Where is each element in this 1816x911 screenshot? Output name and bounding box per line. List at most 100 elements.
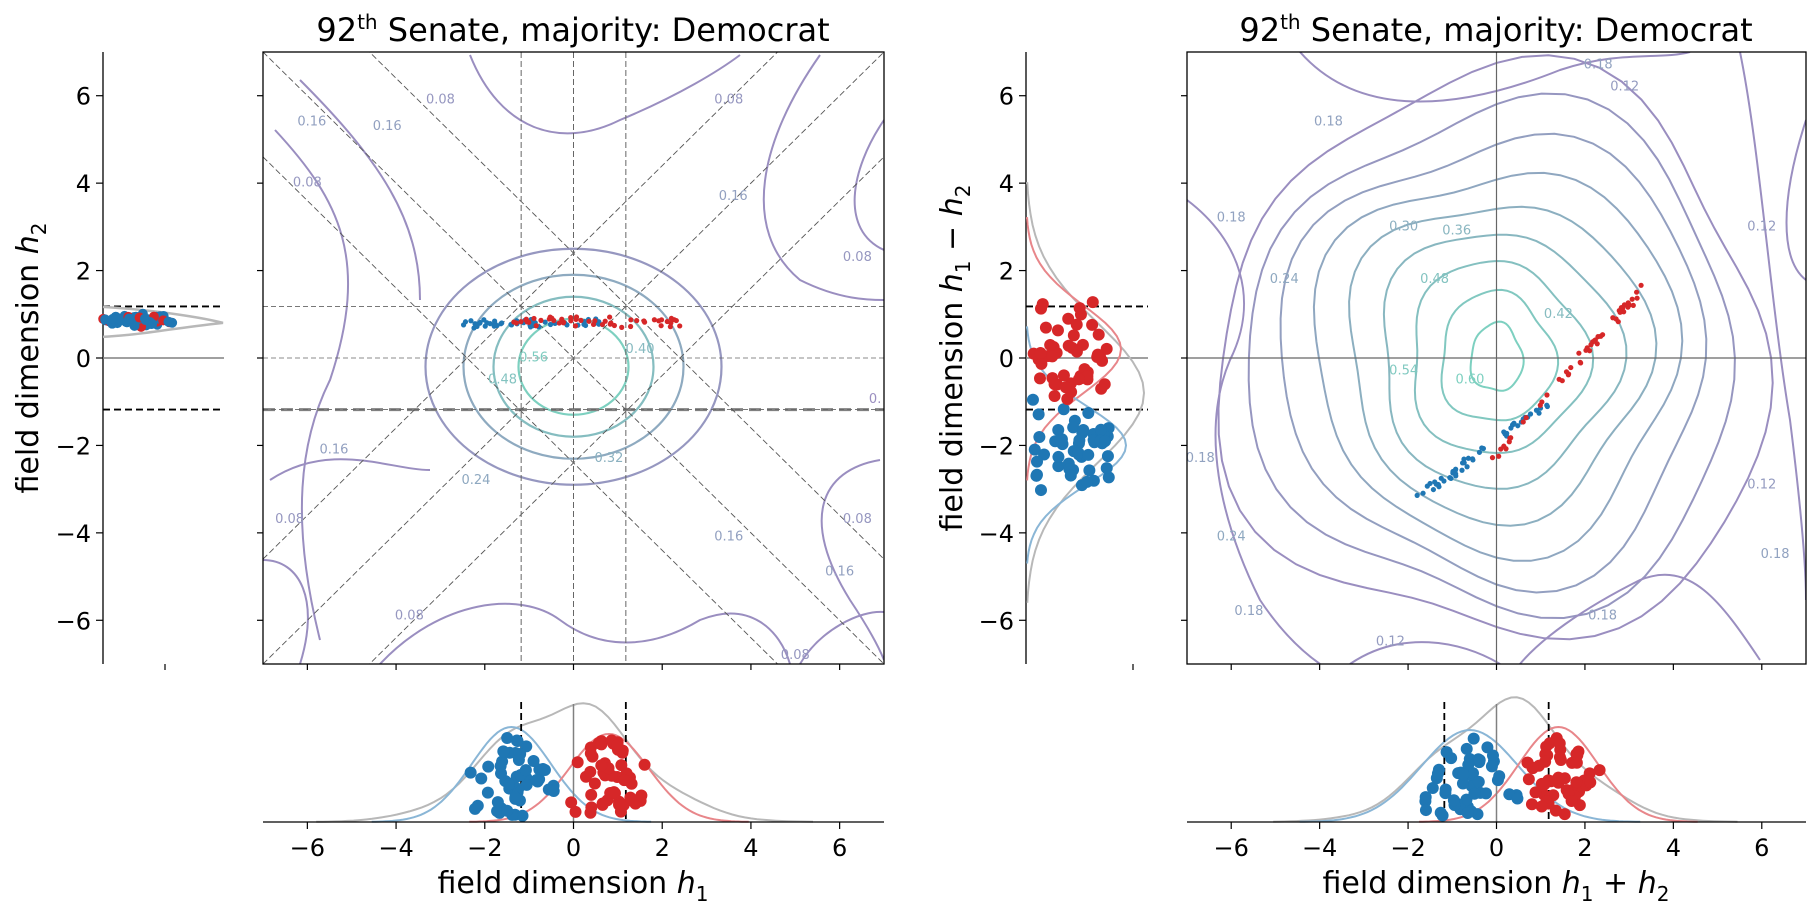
republican-point: [1095, 382, 1108, 395]
republican-point: [651, 317, 657, 323]
republican-point: [599, 321, 606, 328]
contour-label: 0.54: [1389, 364, 1418, 379]
republican-point: [1625, 304, 1631, 310]
republican-point: [1553, 737, 1566, 750]
republican-point: [1062, 312, 1075, 325]
democrat-point: [1427, 480, 1433, 487]
democrat-point: [1419, 804, 1432, 817]
republican-point: [1559, 378, 1565, 384]
republican-point: [1044, 339, 1057, 352]
contour-label: 0.18: [1186, 451, 1215, 466]
democrat-point: [1431, 767, 1444, 780]
contour-label: 0.08: [426, 93, 455, 108]
republican-point: [1048, 389, 1061, 402]
y-tick-label: −4: [56, 520, 91, 548]
contour-level-line: [469, 54, 741, 135]
democrat-point: [1030, 469, 1043, 482]
left-panel-title: 92th Senate, majority: Democrat: [316, 10, 829, 49]
democrat-point: [1077, 423, 1090, 436]
democrat-density-curve: [1299, 728, 1641, 823]
republican-point: [1554, 753, 1567, 766]
republican-point: [1503, 446, 1509, 452]
republican-point: [584, 806, 597, 819]
contour-label: 0.40: [626, 342, 655, 357]
y-tick-label: −2: [56, 432, 91, 460]
democrat-point: [1457, 768, 1470, 781]
democrat-point: [1480, 787, 1493, 800]
republican-point: [1033, 372, 1046, 385]
contour-label: 0.08: [275, 512, 304, 527]
x-tick-label: −4: [378, 834, 413, 862]
democrat-point: [464, 766, 477, 779]
republican-point: [1067, 329, 1080, 342]
republican-point: [1092, 328, 1105, 341]
y-tick-label: 0: [76, 345, 91, 373]
democrat-point: [502, 778, 515, 791]
x-tick-label: −2: [1390, 834, 1425, 862]
democrat-point: [1080, 475, 1093, 488]
democrat-point: [1082, 448, 1095, 461]
democrat-point: [1028, 443, 1041, 456]
democrat-point: [527, 755, 540, 768]
democrat-point: [501, 731, 514, 744]
democrat-point: [1083, 464, 1096, 477]
democrat-point: [547, 784, 560, 797]
x-tick-label: 2: [655, 834, 670, 862]
contour-level-line: [1519, 573, 1761, 664]
republican-point: [1046, 350, 1059, 363]
democrat-point: [497, 745, 510, 758]
republican-point: [1522, 773, 1535, 786]
democrat-point: [542, 319, 548, 325]
democrat-point: [1459, 460, 1466, 466]
democrat-density-curve: [371, 725, 652, 823]
contour-label: 0.42: [1544, 307, 1573, 322]
contour-label: 0.48: [488, 372, 517, 387]
democrat-point: [1433, 481, 1439, 487]
x-tick-label: −6: [1214, 834, 1249, 862]
republican-point: [664, 318, 670, 325]
republican-point: [1537, 402, 1543, 408]
democrat-point: [1067, 421, 1080, 434]
contour-label: 0.08: [395, 608, 424, 623]
contour-level-line: [820, 459, 884, 661]
republican-point: [533, 323, 539, 329]
x-tick-label: −6: [290, 834, 325, 862]
total-density-curve: [1273, 696, 1738, 823]
right-panel-title: 92th Senate, majority: Democrat: [1239, 10, 1752, 49]
democrat-point: [1414, 492, 1420, 498]
contour-label: 0.36: [1442, 224, 1471, 239]
republican-point: [1489, 455, 1496, 461]
democrat-point: [498, 321, 504, 327]
democrat-point: [1464, 464, 1470, 470]
democrat-point: [1479, 445, 1485, 451]
contour-label: 0.56: [519, 351, 548, 366]
republican-point: [1566, 371, 1572, 377]
x-tick-label: 4: [743, 834, 758, 862]
republican-point: [634, 318, 640, 324]
republican-point: [596, 797, 609, 810]
democrat-point: [1460, 742, 1473, 755]
republican-point: [1535, 800, 1548, 813]
republican-point: [624, 791, 637, 804]
republican-point: [588, 777, 601, 790]
x-tick-label: 2: [1577, 834, 1592, 862]
republican-point: [641, 318, 647, 324]
republican-point: [1086, 318, 1099, 331]
republican-point: [1062, 339, 1075, 352]
republican-point: [607, 314, 613, 320]
republican-point: [628, 317, 634, 323]
republican-point: [628, 323, 634, 330]
republican-point: [1584, 776, 1597, 789]
contour-label: 0.16: [319, 442, 348, 457]
democrat-point: [1468, 787, 1481, 800]
republican-point: [619, 324, 625, 330]
democrat-point: [1430, 486, 1437, 493]
democrat-point: [1426, 781, 1439, 794]
republican-point: [1598, 333, 1604, 339]
republican-point: [1073, 302, 1086, 315]
democrat-point: [1448, 475, 1454, 482]
right-bottom-marginal: −6 −4 −2 0 2 4 6: [1187, 696, 1806, 862]
republican-point: [549, 315, 555, 321]
republican-point: [585, 788, 598, 801]
republican-point: [573, 316, 579, 323]
